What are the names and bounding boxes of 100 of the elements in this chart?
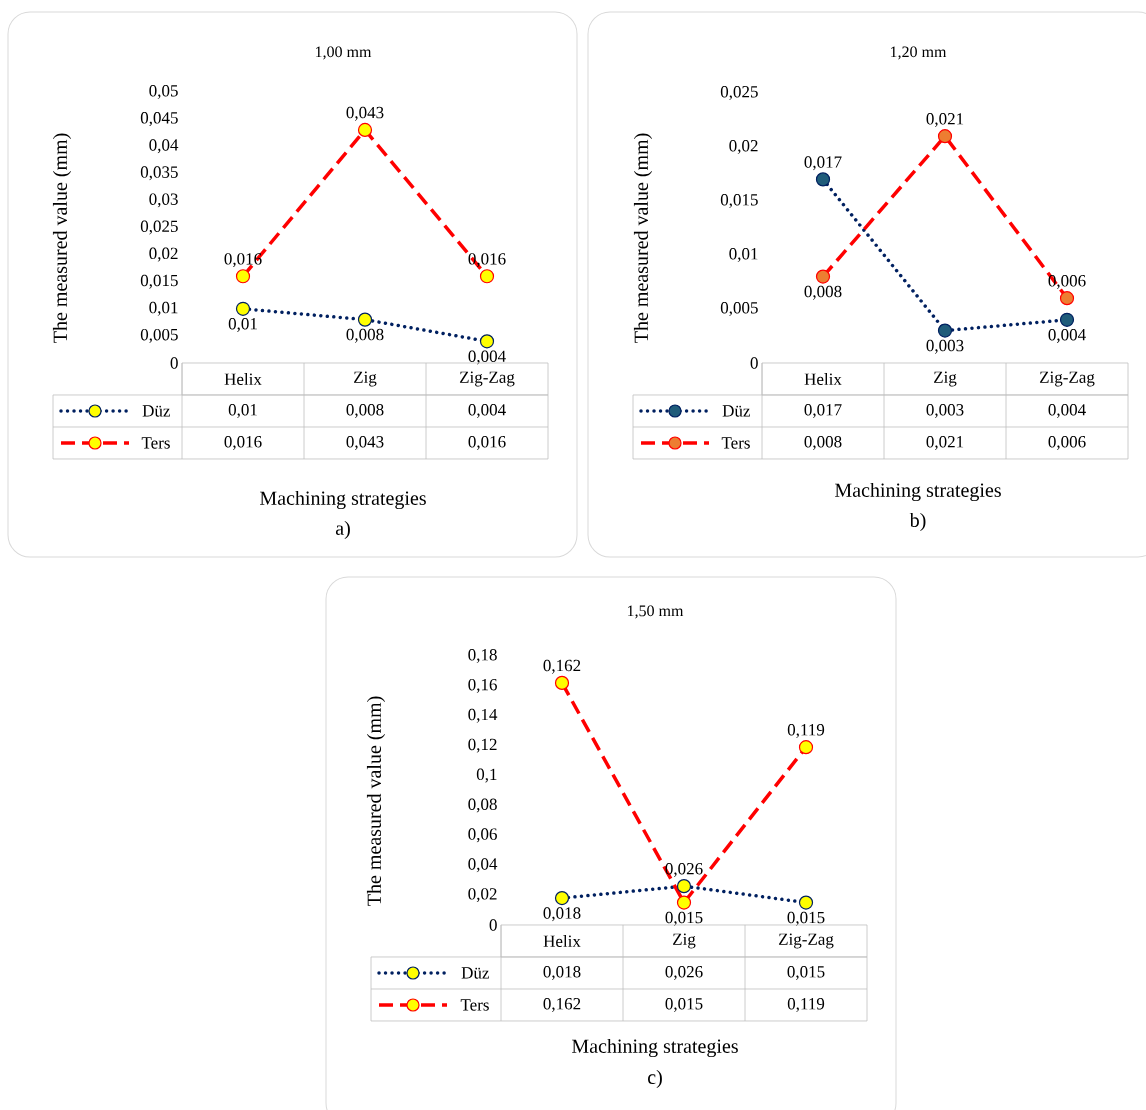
legend-label: Ters [460, 999, 489, 1011]
y-tick-label: 0,005 [140, 328, 178, 343]
text: 0,003 [926, 339, 964, 354]
y-tick-label: 0,14 [468, 708, 498, 723]
point [937, 323, 953, 338]
data-label: 0,043 [346, 436, 384, 450]
y-tick-label: 0,035 [140, 166, 178, 181]
y-tick-label: 0 [489, 919, 497, 931]
y-tick-label: 0,02 [729, 140, 758, 154]
text: 0,021 [926, 113, 964, 127]
data-label: 0,01 [228, 404, 257, 418]
text: 0,008 [804, 285, 842, 300]
point [235, 269, 251, 284]
text: 0,004 [1048, 328, 1086, 343]
data-label: 0,008 [804, 436, 842, 450]
data-label: 0,016 [224, 436, 262, 450]
y-tick-label: 0 [170, 357, 178, 369]
x-tick-label: Zig-Zag [1039, 371, 1095, 387]
point [798, 740, 814, 755]
point [815, 269, 831, 284]
x-tick-label: Zig [673, 933, 696, 949]
x-tick-label: Helix [543, 935, 581, 947]
legend-label: Düz [722, 405, 750, 417]
y-tick-label: 0,025 [140, 220, 178, 235]
y-tick-label: 0,02 [468, 888, 497, 903]
y-axis-title: The measured value (mm) [52, 133, 72, 343]
point [676, 879, 692, 894]
y-tick-label: 0,015 [720, 194, 758, 208]
legend-label: Ters [721, 437, 750, 449]
chart-title: 1,50 mm [627, 605, 684, 619]
legend-label: Düz [461, 967, 489, 979]
data-label: 0,016 [468, 436, 506, 450]
y-tick-label: 0,06 [468, 828, 497, 843]
text: b) [909, 512, 926, 532]
point [554, 890, 570, 906]
text: 0,006 [1048, 275, 1086, 289]
point [815, 172, 831, 187]
point [235, 301, 251, 316]
y-axis-title: The measured value (mm) [633, 133, 653, 343]
x-tick-label: Zig-Zag [459, 371, 515, 387]
y-tick-label: 0,12 [468, 738, 497, 753]
text: 0,008 [346, 328, 384, 343]
y-tick-label: 0,08 [468, 798, 497, 813]
y-tick-label: 0,18 [468, 649, 497, 663]
text: a) [335, 520, 350, 540]
data-label: 0,018 [543, 966, 581, 980]
chart-title: 1,20 mm [890, 46, 947, 60]
data-label: 0,017 [804, 404, 842, 418]
y-tick-label: 0,02 [149, 247, 178, 262]
data-label: 0,008 [346, 404, 384, 418]
y-tick-label: 0,16 [468, 678, 497, 693]
x-tick-label: Zig [354, 371, 377, 387]
point [357, 122, 373, 138]
y-tick-label: 0,03 [149, 193, 178, 208]
x-tick-label: Helix [224, 373, 262, 385]
y-tick-label: 0,015 [140, 274, 178, 289]
data-label: 0,004 [1048, 404, 1086, 418]
x-axis-title: Machining strategies [835, 482, 1001, 502]
point [676, 895, 692, 910]
data-label: 0,119 [787, 998, 825, 1012]
data-label: 0,004 [468, 404, 506, 418]
text: 0,017 [804, 156, 842, 171]
y-tick-label: 0,025 [720, 86, 758, 100]
point [798, 895, 814, 910]
text: 0,016 [224, 253, 262, 268]
y-tick-label: 0,01 [729, 248, 758, 262]
y-tick-label: 0,045 [140, 112, 178, 127]
data-label: 0,162 [543, 998, 581, 1012]
y-tick-label: 0,01 [149, 301, 178, 316]
text: c) [648, 1069, 662, 1089]
y-tick-label: 0,1 [476, 768, 497, 783]
y-tick-label: 0,005 [720, 302, 758, 316]
text: 0,043 [346, 106, 384, 121]
chart-title: 1,00 mm [315, 46, 372, 60]
text: 0,01 [228, 317, 257, 332]
legend-label: Ters [141, 437, 170, 449]
text: 0,119 [787, 724, 825, 738]
data-label: 0,006 [1048, 436, 1086, 450]
point [937, 129, 953, 144]
y-tick-label: 0,04 [149, 139, 179, 154]
y-tick-label: 0,05 [149, 85, 178, 99]
text: 0,004 [468, 350, 506, 365]
data-label: 0,021 [926, 436, 964, 450]
x-tick-label: Zig-Zag [778, 933, 834, 949]
text: 0,018 [543, 907, 581, 922]
data-label: 0,015 [787, 966, 825, 980]
text: 0,015 [787, 911, 825, 926]
point [479, 269, 495, 284]
data-label: 0,015 [665, 998, 703, 1012]
point [479, 334, 495, 349]
x-tick-label: Zig [934, 371, 957, 387]
text: 0,162 [543, 659, 581, 674]
y-tick-label: 0,04 [468, 858, 498, 873]
point [554, 675, 570, 690]
data-label: 0,026 [665, 966, 703, 980]
x-tick-label: Helix [804, 373, 842, 385]
data-label: 0,003 [926, 404, 964, 418]
legend-label: Düz [142, 405, 170, 417]
x-axis-title: Machining strategies [572, 1038, 738, 1058]
x-axis-title: Machining strategies [260, 490, 426, 510]
